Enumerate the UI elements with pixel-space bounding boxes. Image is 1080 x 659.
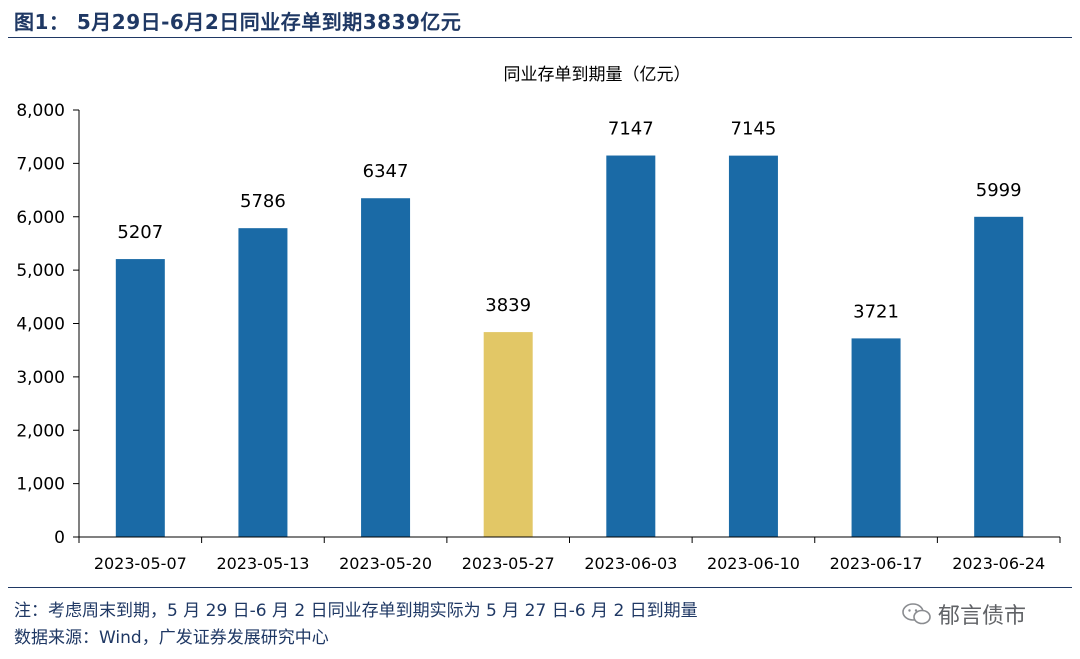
data-label-2023-05-13: 5786 <box>240 191 286 212</box>
x-tick-label: 2023-06-10 <box>707 554 800 573</box>
data-label-2023-05-20: 6347 <box>363 161 409 182</box>
data-label-2023-06-03: 7147 <box>608 119 654 140</box>
y-tick-label: 8,000 <box>16 101 65 121</box>
y-tick-label: 2,000 <box>16 421 65 441</box>
data-source: 数据来源：Wind，广发证券发展研究中心 <box>14 628 329 648</box>
bar-2023-05-13 <box>238 228 288 538</box>
x-tick-label: 2023-05-07 <box>94 554 187 573</box>
y-tick-label: 7,000 <box>16 154 65 174</box>
bar-2023-06-24 <box>974 216 1024 537</box>
bar-2023-05-07 <box>115 259 165 537</box>
footer-rule <box>8 587 1072 588</box>
y-tick-label: 1,000 <box>16 475 65 495</box>
bar-2023-05-20 <box>361 198 411 537</box>
title-rule <box>8 37 1072 38</box>
x-tick-label: 2023-06-17 <box>830 554 923 573</box>
chart-title: 同业存单到期量（亿元） <box>504 65 691 85</box>
data-label-2023-06-10: 7145 <box>731 119 777 140</box>
bar-2023-06-03 <box>606 155 656 537</box>
x-tick-label: 2023-06-24 <box>952 554 1045 573</box>
y-tick-label: 5,000 <box>16 261 65 281</box>
x-tick-label: 2023-05-27 <box>462 554 555 573</box>
bar-2023-06-10 <box>728 155 778 537</box>
y-tick-label: 6,000 <box>16 208 65 228</box>
bar-chart: 同业存单到期量（亿元） 5207 5786 6347 3839 7147 7145 3721… <box>16 65 1061 573</box>
x-tick-label: 2023-05-13 <box>216 554 309 573</box>
watermark: 郁言债市 <box>902 598 1026 630</box>
footnote: 注：考虑周末到期，5 月 29 日-6 月 2 日同业存单到期实际为 5 月 2… <box>14 601 698 621</box>
x-tick-label: 2023-05-20 <box>339 554 432 573</box>
y-tick-label: 0 <box>54 528 65 548</box>
x-tick-label: 2023-06-03 <box>584 554 677 573</box>
data-label-2023-06-24: 5999 <box>976 180 1022 201</box>
watermark-text: 郁言债市 <box>938 604 1027 629</box>
data-label-2023-05-07: 5207 <box>117 222 163 243</box>
bar-2023-05-27 <box>483 332 533 537</box>
y-tick-label: 4,000 <box>16 315 65 335</box>
bar-2023-06-17 <box>851 338 901 537</box>
wechat-icon <box>902 603 931 625</box>
figure-title: 图1： 5月29日-6月2日同业存单到期3839亿元 <box>14 10 462 34</box>
data-label-2023-05-27: 3839 <box>485 295 531 316</box>
y-tick-label: 3,000 <box>16 368 65 388</box>
data-label-2023-06-17: 3721 <box>853 301 899 322</box>
